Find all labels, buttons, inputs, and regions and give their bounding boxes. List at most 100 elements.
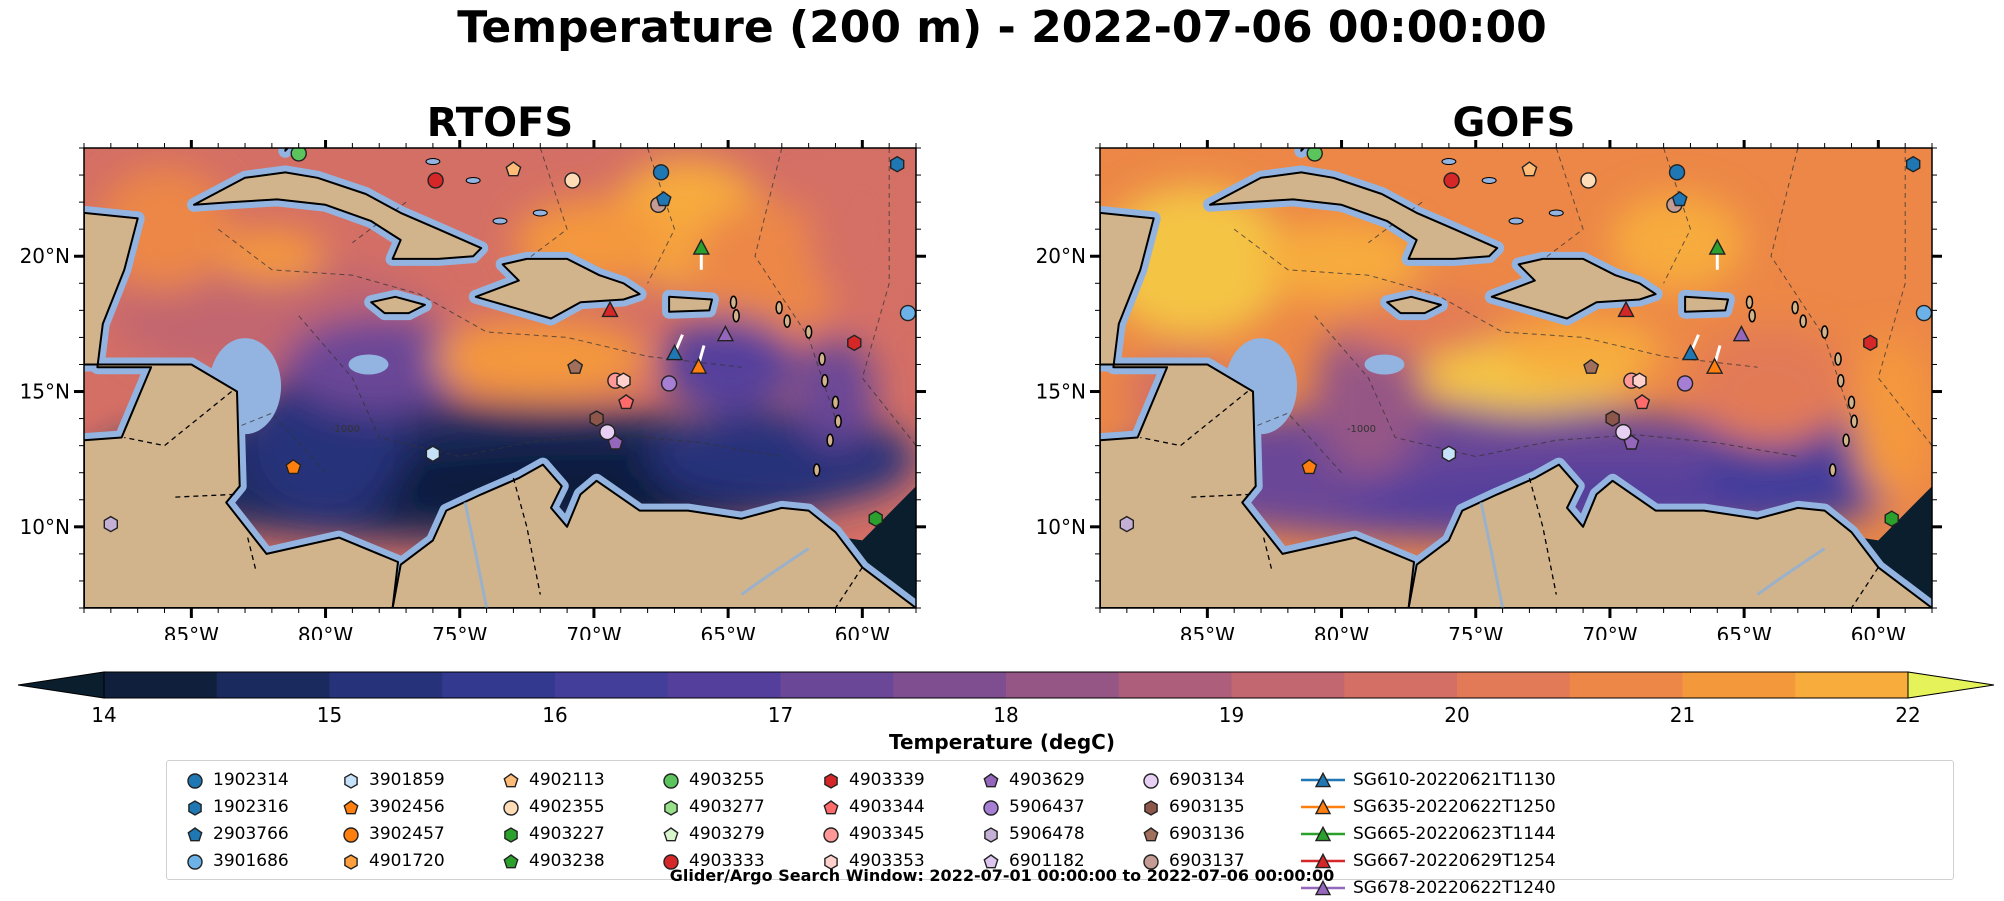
temperature-patch [218,229,326,284]
legend-marker [984,827,998,843]
legend-item: 5906437 [981,794,1085,820]
colorbar-bin [1795,672,1909,698]
legend-item: 2903766 [185,821,289,847]
map-panel-gofs[interactable]: -1000 20°N 15°N 10°N 85°W 80°W 75°W 70°W 65°W 60°… [1016,140,1976,640]
temperature-patch [795,337,876,446]
marker-1902314 [652,164,670,181]
lon-tick-label: 85°W [1180,623,1235,640]
legend-label: 3902457 [369,824,445,844]
land-border [1850,567,1879,608]
legend-item: 4903344 [821,794,925,820]
legend-swatch [823,827,839,843]
island [1836,373,1845,388]
land-border [1191,493,1251,498]
legend-swatch [1143,854,1159,870]
legend-item: SG610-20220621T1130 [1301,767,1556,793]
legend-label: 4903333 [689,851,765,871]
legend-marker [187,773,203,789]
land-hispaniola [474,257,641,320]
legend-marker [503,773,519,788]
temperature-patch [1341,291,1503,357]
legend-label: 4903344 [849,797,925,817]
legend-label: 6903137 [1169,851,1245,871]
island [1847,395,1856,410]
legend-label: 3902456 [369,797,445,817]
isobath-label: -1000 [331,424,360,435]
colorbar-tick-label: 21 [1670,703,1695,727]
legend-swatch [344,854,358,870]
eez-boundary [754,148,836,419]
legend-item: SG667-20220629T1254 [1301,848,1556,874]
map-frame [1099,147,1933,609]
lon-tick-label: 80°W [1314,623,1369,640]
legend-swatch [664,800,678,816]
river [1479,502,1505,608]
colorbar-bin [104,672,218,698]
legend-item: 4903279 [661,821,765,847]
marker-3901859 [425,445,441,463]
marker-3901859 [1441,445,1457,463]
legend-label: 4903277 [689,797,765,817]
legend-swatch [824,854,838,870]
panel-title-gofs: GOFS [1452,100,1576,146]
map-panel-rtofs[interactable]: -1000 20°N 15°N 10°N 85°W 80°W 75°W 70°W 65°W 60°… [0,140,960,640]
colorbar-extend-high [1907,671,1995,699]
marker-3902456 [285,458,302,475]
legend-label: SG635-20220622T1250 [1353,797,1556,817]
legend-swatch [343,800,359,815]
land-puerto-rico [668,295,713,313]
legend-marker [983,773,999,788]
marker-4903255 [1306,148,1323,162]
river [1756,547,1826,596]
map-content: -1000 [1100,148,1932,608]
legend-item: 4903345 [821,821,925,847]
marker-4902113 [505,161,522,177]
land-south-america [391,463,916,608]
temperature-patch [1851,337,1932,500]
legend-label: 4903227 [529,824,605,844]
land-border [247,537,257,571]
search-window-note: Glider/Argo Search Window: 2022-07-01 00… [669,866,1335,885]
marker-4903344 [618,394,635,410]
legend-marker [504,827,518,843]
legend-item: 4901720 [341,848,445,874]
legend-item: 5906478 [981,821,1085,847]
legend-swatch [984,827,998,843]
marker-4903333 [427,172,444,189]
legend-label: SG665-20220623T1144 [1353,824,1556,844]
island [818,352,826,366]
island [1828,463,1837,477]
land-border [175,493,235,498]
temperature-patch [432,318,648,400]
deep-cold-region [808,486,916,608]
colorbar-label: Temperature (degC) [889,730,1115,754]
legend-swatch [1143,827,1159,842]
legend-marker [344,854,358,870]
colorbar-tick-label: 17 [768,703,793,727]
legend-item: 4902355 [501,794,605,820]
lon-tick-label: 75°W [432,623,487,640]
marker-4903353 [1632,372,1647,390]
legend-marker [1143,773,1159,789]
colorbar-bin [216,672,330,698]
legend-label: 4903255 [689,770,765,790]
colorbar-bin [780,672,894,698]
colorbar-bin [442,672,556,698]
island [1820,325,1829,339]
marker-SG667-20220629T1254 [1617,300,1635,318]
lat-tick-label: 20°N [1036,244,1086,268]
eez-boundary [1233,228,1758,368]
island [1745,295,1754,309]
marker-SG635-20220622T1250 [689,357,708,374]
colorbar-tick-label: 18 [993,703,1018,727]
legend-marker [1143,827,1159,842]
legend-item: 6903137 [1141,848,1245,874]
land-south-america [1407,463,1932,608]
marker-SG665-20220623T1144 [1708,238,1726,255]
island [1799,314,1807,328]
legend-label: SG667-20220629T1254 [1353,851,1556,871]
island [732,309,740,323]
land-border [1140,390,1249,447]
lat-tick-label: 15°N [20,380,70,404]
legend-marker [188,800,202,816]
